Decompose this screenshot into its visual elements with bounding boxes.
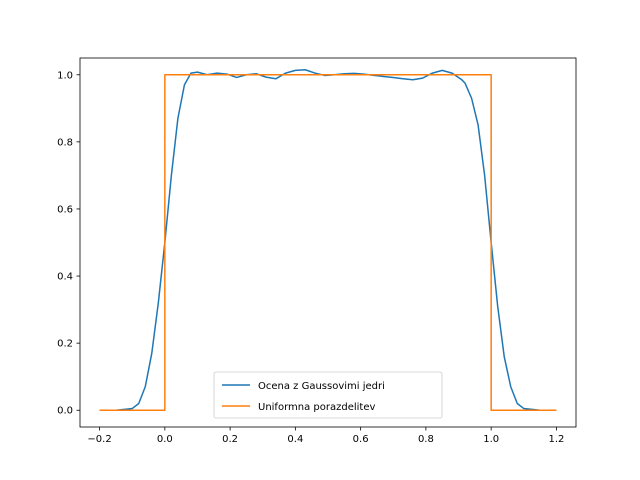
x-axis: −0.2 0.0 0.2 0.4 0.6 0.8 1.0 1.2 xyxy=(87,427,564,445)
legend-label-uniform: Uniformna porazdelitev xyxy=(258,402,375,413)
x-tick-label-5: 0.8 xyxy=(418,434,434,445)
y-tick-label-5: 1.0 xyxy=(57,70,73,81)
plot-frame xyxy=(79,57,577,428)
legend-label-kde: Ocena z Gaussovimi jedri xyxy=(258,381,385,392)
x-tick-label-4: 0.6 xyxy=(353,434,369,445)
x-tick-label-6: 1.0 xyxy=(483,434,499,445)
y-tick-label-0: 0.0 xyxy=(57,406,73,417)
x-tick-label-1: 0.0 xyxy=(157,434,173,445)
legend: Ocena z Gaussovimi jedri Uniformna poraz… xyxy=(213,371,443,419)
plot-lines xyxy=(99,68,557,411)
y-tick-label-4: 0.8 xyxy=(57,137,73,148)
x-tick-label-0: −0.2 xyxy=(87,434,111,445)
y-tick-label-1: 0.2 xyxy=(57,339,73,350)
x-tick-label-3: 0.4 xyxy=(287,434,303,445)
x-tick-label-7: 1.2 xyxy=(548,434,564,445)
y-tick-label-3: 0.6 xyxy=(57,204,73,215)
legend-box xyxy=(213,371,443,419)
y-axis: 0.0 0.2 0.4 0.6 0.8 1.0 xyxy=(57,70,80,417)
y-tick-label-2: 0.4 xyxy=(57,272,73,283)
x-tick-label-2: 0.2 xyxy=(222,434,238,445)
series-line-1 xyxy=(99,74,557,411)
